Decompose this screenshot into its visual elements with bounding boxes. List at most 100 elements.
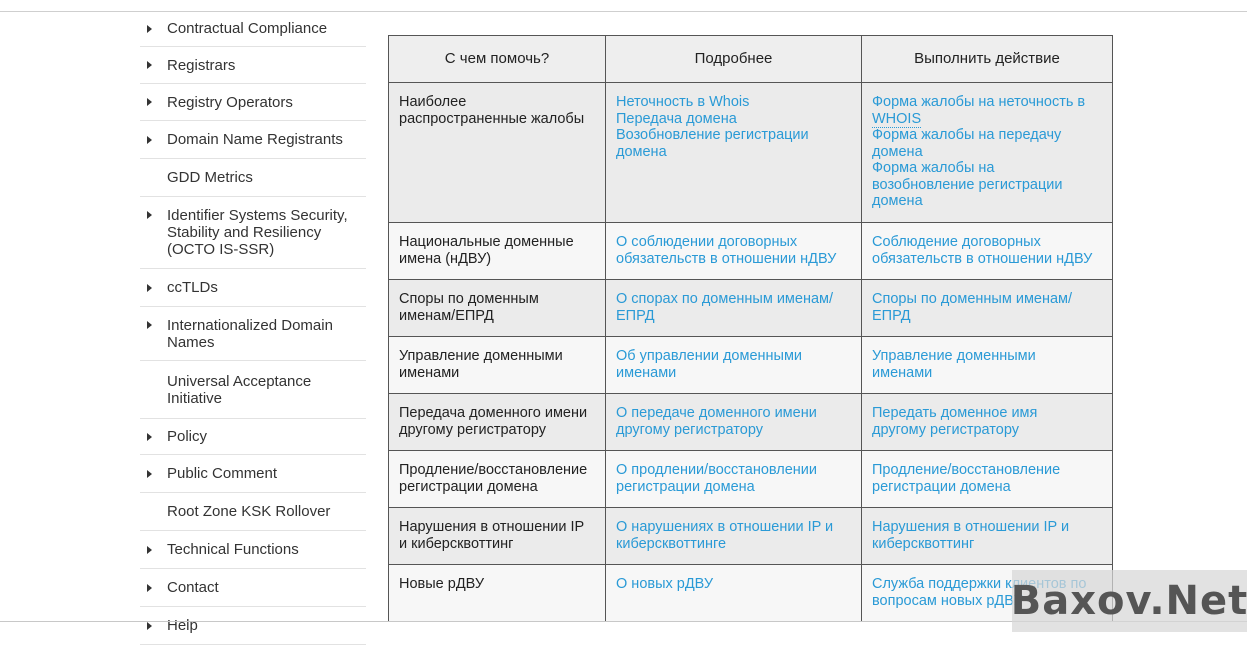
link-text: регистрации домена	[872, 478, 1011, 495]
topic-text: Управление доменными	[399, 348, 563, 364]
topic-text: Новые рДВУ	[399, 576, 485, 592]
action-cell: Продление/восстановление регистрации дом…	[861, 450, 1113, 508]
topic-cell: Передача доменного имени другому регистр…	[388, 393, 606, 451]
topic-text: Продление/восстановление	[399, 462, 588, 478]
caret-right-icon	[147, 545, 152, 554]
table-row: Новые рДВУ О новых рДВУ Служба поддержки…	[388, 564, 1113, 622]
details-cell: Неточность в Whois Передача домена Возоб…	[605, 82, 862, 223]
action-cell: Споры по доменным именам/ ЕПРД	[861, 279, 1113, 337]
sidebar-item-idn[interactable]: Internationalized Domain Names	[140, 307, 366, 361]
topic-text: распространенные жалобы	[399, 110, 585, 127]
transfer-complaint-form-link[interactable]: Форма жалобы на передачу домена	[872, 127, 1102, 160]
caret-right-icon	[147, 98, 152, 106]
action-cell: Управление доменными именами	[861, 336, 1113, 394]
link-text: киберсквоттинге	[616, 535, 727, 552]
link-text: именами	[616, 364, 677, 381]
ip-infringement-action-link[interactable]: Нарушения в отношении IP и киберсквоттин…	[872, 519, 1102, 552]
topic-text: Споры по доменным	[399, 291, 539, 307]
link-text: Управление доменными	[872, 348, 1036, 364]
new-gtlds-info-link[interactable]: О новых рДВУ	[616, 576, 714, 592]
renewal-restore-action-link[interactable]: Продление/восстановление регистрации дом…	[872, 462, 1102, 495]
link-text: обязательств в отношении нДВУ	[616, 250, 837, 267]
topic-cell: Национальные доменные имена (нДВУ)	[388, 222, 606, 280]
whois-inaccuracy-form-link[interactable]: Форма жалобы на неточность в WHOIS	[872, 94, 1102, 128]
caret-right-icon	[147, 24, 152, 33]
table-header-row: С чем помочь? Подробнее Выполнить действ…	[388, 35, 1113, 83]
table-row: Продление/восстановление регистрации дом…	[388, 450, 1113, 508]
link-text: домена	[872, 193, 923, 209]
link-text: возобновление регистрации	[872, 176, 1063, 193]
sidebar-nav: Contractual Compliance Registrars Regist…	[140, 11, 366, 645]
domain-disputes-info-link[interactable]: О спорах по доменным именам/ ЕПРД	[616, 291, 851, 324]
sidebar-item-universal-acceptance[interactable]: Universal Acceptance Initiative	[140, 361, 366, 419]
caret-right-icon	[147, 283, 152, 292]
renewal-link[interactable]: Возобновление регистрации домена	[616, 127, 851, 160]
caret-right-icon	[147, 432, 152, 441]
details-cell: О новых рДВУ	[605, 564, 862, 622]
topic-cell: Споры по доменным именам/ЕПРД	[388, 279, 606, 337]
link-text: Форма жалобы на передачу	[872, 127, 1062, 143]
whois-inaccuracy-link[interactable]: Неточность в Whois	[616, 94, 750, 110]
domain-management-info-link[interactable]: Об управлении доменными именами	[616, 348, 851, 381]
sidebar-item-public-comment[interactable]: Public Comment	[140, 455, 366, 493]
sidebar-item-gdd-metrics[interactable]: GDD Metrics	[140, 159, 366, 197]
sidebar-item-label: Domain Name Registrants	[167, 131, 343, 148]
table-row: Передача доменного имени другому регистр…	[388, 393, 1113, 451]
sidebar-item-contact[interactable]: Contact	[140, 569, 366, 607]
sidebar-item-label: Technical Functions	[167, 541, 299, 558]
ip-infringement-info-link[interactable]: О нарушениях в отношении IP и киберсквот…	[616, 519, 851, 552]
top-divider	[0, 11, 1247, 12]
details-cell: О спорах по доменным именам/ ЕПРД	[605, 279, 862, 337]
sidebar-item-label: GDD Metrics	[167, 169, 253, 186]
sidebar-item-registry-operators[interactable]: Registry Operators	[140, 84, 366, 121]
link-text: О передаче доменного имени	[616, 405, 817, 421]
link-text: именами	[872, 364, 933, 381]
table-row: Нарушения в отношении IP и киберсквоттин…	[388, 507, 1113, 565]
link-text: Возобновление регистрации	[616, 127, 809, 143]
domain-management-action-link[interactable]: Управление доменными именами	[872, 348, 1102, 381]
gtld-compliance-action-link[interactable]: Соблюдение договорных обязательств в отн…	[872, 234, 1102, 267]
sidebar-item-octo-is-ssr[interactable]: Identifier Systems Security, Stability a…	[140, 197, 366, 269]
link-text: вопросам новых рДВУ	[872, 592, 1023, 609]
caret-right-icon	[147, 61, 152, 69]
bottom-divider	[0, 621, 1247, 622]
caret-right-icon	[147, 321, 152, 329]
sidebar-item-domain-name-registrants[interactable]: Domain Name Registrants	[140, 121, 366, 159]
sidebar-item-root-zone-ksk[interactable]: Root Zone KSK Rollover	[140, 493, 366, 531]
link-text: регистрации домена	[616, 478, 755, 495]
gtld-compliance-info-link[interactable]: О соблюдении договорных обязательств в о…	[616, 234, 851, 267]
topic-text: Передача доменного имени	[399, 405, 588, 421]
sidebar-item-label: Universal Acceptance Initiative	[167, 372, 312, 407]
caret-right-icon	[147, 469, 152, 478]
table-row: Споры по доменным именам/ЕПРД О спорах п…	[388, 279, 1113, 337]
renewal-complaint-form-link[interactable]: Форма жалобы на возобновление регистраци…	[872, 160, 1102, 210]
domain-transfer-link[interactable]: Передача домена	[616, 110, 737, 127]
details-cell: О продлении/восстановлении регистрации д…	[605, 450, 862, 508]
link-text: обязательств в отношении нДВУ	[872, 250, 1093, 267]
sidebar-item-label: Identifier Systems Security, Stability a…	[167, 207, 348, 258]
column-header-help-topic: С чем помочь?	[388, 35, 606, 83]
sidebar-item-registrars[interactable]: Registrars	[140, 47, 366, 84]
renewal-restore-info-link[interactable]: О продлении/восстановлении регистрации д…	[616, 462, 851, 495]
registrar-transfer-info-link[interactable]: О передаче доменного имени другому регис…	[616, 405, 851, 438]
domain-disputes-action-link[interactable]: Споры по доменным именам/ ЕПРД	[872, 291, 1102, 324]
sidebar-item-label: Internationalized Domain Names	[167, 316, 333, 351]
sidebar-item-label: Contact	[167, 579, 219, 596]
help-table: С чем помочь? Подробнее Выполнить действ…	[388, 35, 1113, 622]
sidebar-item-contractual-compliance[interactable]: Contractual Compliance	[140, 11, 366, 47]
link-text: киберсквоттинг	[872, 535, 975, 552]
link-text: Об управлении доменными	[616, 348, 803, 364]
topic-text: Нарушения в отношении IP	[399, 519, 585, 535]
details-cell: О передаче доменного имени другому регис…	[605, 393, 862, 451]
column-header-action: Выполнить действие	[861, 35, 1113, 83]
sidebar-item-policy[interactable]: Policy	[140, 419, 366, 455]
sidebar-item-cctlds[interactable]: ccTLDs	[140, 269, 366, 307]
link-text: другому регистратору	[872, 421, 1019, 438]
topic-cell: Продление/восстановление регистрации дом…	[388, 450, 606, 508]
topic-text: Национальные доменные	[399, 234, 574, 250]
sidebar-item-technical-functions[interactable]: Technical Functions	[140, 531, 366, 569]
table-row: Национальные доменные имена (нДВУ) О соб…	[388, 222, 1113, 280]
registrar-transfer-action-link[interactable]: Передать доменное имя другому регистрато…	[872, 405, 1102, 438]
sidebar-item-help[interactable]: Help	[140, 607, 366, 645]
caret-right-icon	[147, 135, 152, 144]
